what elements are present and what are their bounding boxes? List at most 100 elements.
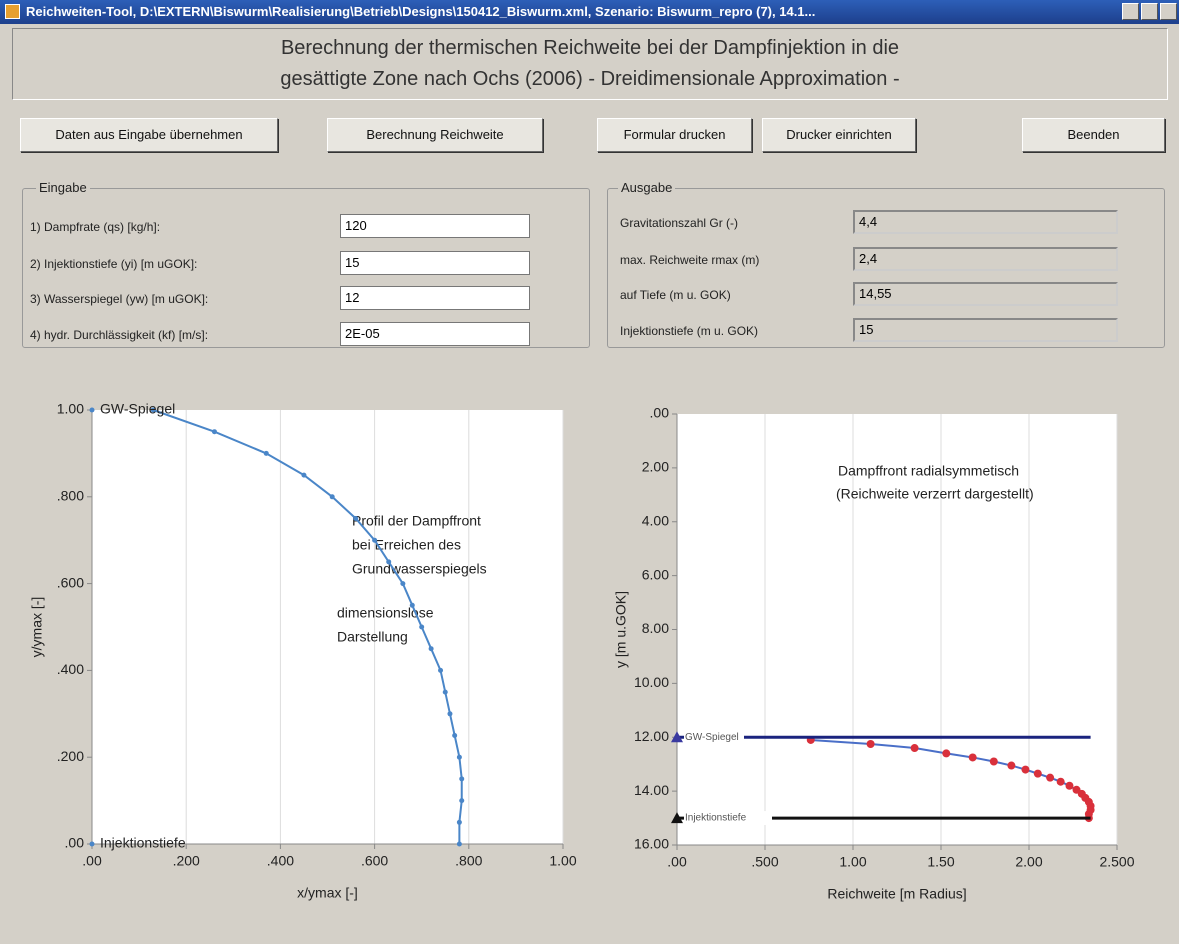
y-tick-label: 1.00 [57, 401, 84, 417]
ausgabe-group [607, 188, 1165, 348]
marker [438, 667, 444, 673]
marker [1021, 765, 1030, 774]
marker [452, 733, 458, 738]
y-tick-label: 12.00 [634, 728, 669, 744]
annotation: Dampffront radialsymmetisch [838, 463, 1019, 479]
output-field: 2,4 [853, 247, 1118, 271]
y-tick-label: 10.00 [634, 674, 669, 690]
input-field[interactable]: 12 [340, 286, 530, 310]
marker [989, 757, 998, 766]
y-tick-label: .400 [57, 661, 84, 677]
marker [89, 841, 95, 847]
y-tick-label: .00 [650, 405, 670, 421]
title-bar: Reichweiten-Tool, D:\EXTERN\Biswurm\Real… [0, 0, 1179, 24]
marker [671, 731, 683, 743]
header-line: Berechnung der thermischen Reichweite be… [280, 37, 900, 59]
marker [456, 754, 462, 760]
button[interactable]: Beenden [1022, 118, 1165, 152]
x-tick-label: .600 [361, 853, 388, 869]
y-tick-label: .800 [57, 488, 84, 504]
x-tick-label: 1.00 [549, 853, 576, 869]
marker [386, 559, 392, 565]
input-field[interactable]: 120 [340, 214, 530, 238]
field-label: 4) hydr. Durchlässigkeit (kf) [m/s]: [30, 328, 209, 342]
marker [89, 407, 95, 413]
field-label: 2) Injektionstiefe (yi) [m uGOK]: [30, 257, 198, 271]
field-label: 1) Dampfrate (qs) [kg/h]: [30, 220, 161, 234]
marker [329, 494, 335, 500]
input-field[interactable]: 2E-05 [340, 322, 530, 346]
output-field: 15 [853, 318, 1118, 342]
output-field: 14,55 [853, 282, 1118, 306]
eingabe-group [22, 188, 590, 348]
y-tick-label: 2.00 [642, 459, 669, 475]
marker [866, 739, 875, 748]
x-tick-label: 2.00 [1015, 854, 1042, 870]
series-label: Injektionstiefe [100, 835, 186, 851]
y-axis-label: y/ymax [-] [29, 597, 45, 658]
x-tick-label: .200 [173, 853, 200, 869]
marker [263, 450, 269, 456]
series-label: GW-Spiegel [100, 401, 175, 417]
button[interactable]: Drucker einrichten [762, 118, 916, 152]
marker [910, 744, 919, 753]
y-tick-label: 16.00 [634, 836, 669, 852]
x-tick-label: .500 [751, 854, 778, 870]
marker [372, 537, 378, 543]
marker [456, 819, 462, 825]
marker [428, 646, 434, 652]
x-tick-label: 1.00 [839, 854, 866, 870]
marker [1033, 769, 1042, 778]
marker [1046, 773, 1055, 782]
field-label: max. Reichweite rmax (m) [620, 253, 760, 267]
marker [442, 689, 448, 695]
marker [942, 749, 951, 758]
minimize-button[interactable] [1122, 3, 1139, 20]
marker [419, 624, 425, 630]
input-field[interactable]: 15 [340, 251, 530, 275]
marker [456, 841, 462, 847]
button[interactable]: Formular drucken [597, 118, 752, 152]
button[interactable]: Berechnung Reichweite [327, 118, 543, 152]
label-bg [684, 811, 772, 826]
y-axis-label: y [m u.GOK] [613, 591, 629, 668]
x-tick-label: .400 [267, 853, 294, 869]
annotation: dimensionslose [337, 605, 434, 621]
y-tick-label: .00 [65, 835, 85, 851]
series-label: Injektionstiefe [685, 813, 747, 824]
plot-area [677, 414, 1117, 845]
marker [459, 776, 465, 782]
annotation: Grundwasserspiegels [352, 561, 487, 577]
marker [1065, 781, 1074, 790]
x-axis-label: Reichweite [m Radius] [827, 886, 966, 902]
button[interactable]: Daten aus Eingabe übernehmen [20, 118, 278, 152]
marker [447, 711, 453, 717]
marker [459, 798, 465, 804]
x-tick-label: .00 [667, 854, 687, 870]
annotation: Profil der Dampffront [352, 513, 481, 529]
marker [671, 812, 683, 824]
y-tick-label: 4.00 [642, 512, 669, 528]
y-tick-label: 6.00 [642, 566, 669, 582]
marker [353, 516, 359, 521]
group-title: Eingabe [36, 180, 90, 195]
marker [400, 581, 406, 587]
field-label: auf Tiefe (m u. GOK) [620, 288, 731, 302]
x-tick-label: 1.50 [927, 854, 954, 870]
marker [301, 472, 307, 478]
x-tick-label: .800 [455, 853, 482, 869]
app-icon [5, 4, 20, 19]
header: Berechnung der thermischen Reichweite be… [12, 28, 1168, 100]
plot-area [92, 410, 563, 844]
marker [211, 429, 217, 435]
field-label: Injektionstiefe (m u. GOK) [620, 324, 759, 338]
label-bg [684, 730, 744, 745]
close-button[interactable] [1160, 3, 1177, 20]
y-tick-label: 8.00 [642, 620, 669, 636]
x-axis-label: x/ymax [-] [297, 885, 358, 901]
maximize-button[interactable] [1141, 3, 1158, 20]
marker [150, 407, 156, 413]
field-label: Gravitationszahl Gr (-) [620, 216, 739, 230]
y-tick-label: 14.00 [634, 782, 669, 798]
